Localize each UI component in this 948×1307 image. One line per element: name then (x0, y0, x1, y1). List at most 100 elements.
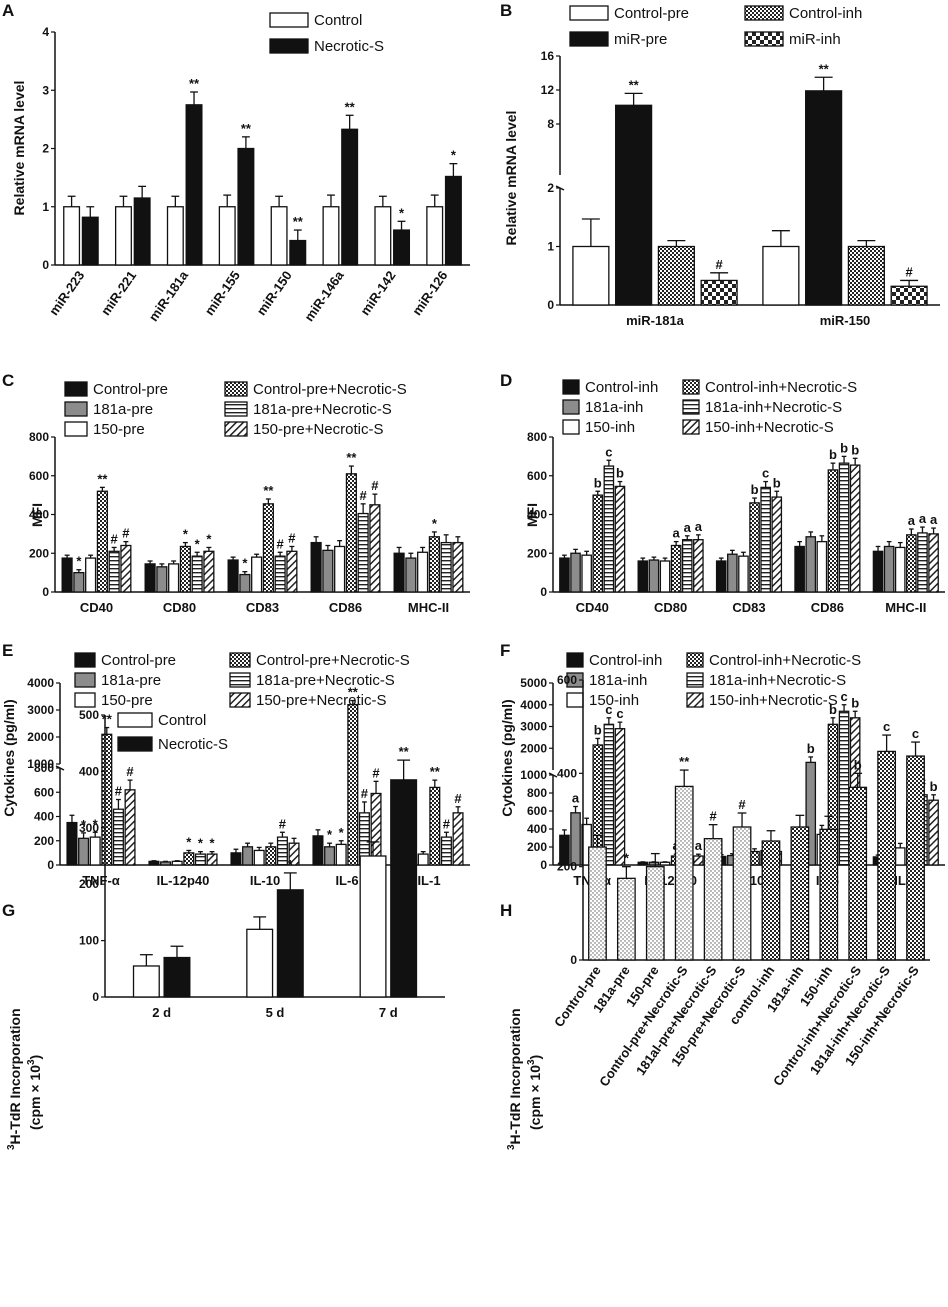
panel-c-category-label: MHC-II (408, 600, 449, 615)
panel-b-significance-mark: ** (629, 77, 640, 92)
panel-c-significance-mark: * (432, 516, 438, 531)
panel-f-bar (603, 723, 615, 866)
panel-c-bar (345, 473, 357, 593)
panel-g-significance-mark: * (288, 857, 294, 872)
panel-e-bar (194, 853, 206, 866)
panel-c-significance-mark: * (183, 527, 189, 542)
panel-c-bar (144, 563, 156, 593)
panel-c-legend-label: Control-pre+Necrotic-S (253, 381, 407, 398)
panel-b-legend-label: Control-pre (614, 5, 689, 22)
panel-f-legend-label: 150-inh+Necrotic-S (709, 692, 838, 709)
panel-a-category-label: miR-223 (46, 268, 87, 318)
panel-d-bar (614, 485, 626, 593)
panel-c-legend-label: 181a-pre+Necrotic-S (253, 401, 392, 418)
panel-h-bar (877, 750, 897, 961)
panel-e-significance-mark: # (126, 764, 134, 779)
panel-f-bar (614, 728, 626, 866)
panel-h-ytick-label: 600 (557, 673, 577, 687)
panel-g-ytick-label: 400 (79, 764, 99, 778)
panel-d-bar (883, 545, 895, 593)
panel-f-bar (928, 799, 939, 866)
panel-d-bar (648, 559, 660, 593)
panel-d-ytick-label: 200 (527, 546, 547, 560)
panel-c-legend-swatch (64, 421, 88, 437)
panel-c-legend-swatch (64, 381, 88, 397)
panel-c-bar (73, 571, 85, 593)
panel-d-bar (637, 560, 649, 593)
panel-e-bar (230, 852, 242, 866)
panel-h-ylabel-unit-end: ) (527, 1055, 543, 1060)
panel-b-bar (805, 90, 843, 306)
panel-e-legend-label: 150-pre+Necrotic-S (256, 692, 386, 709)
panel-b-ytick-label: 0 (547, 298, 554, 312)
panel-a-category-label: miR-126 (409, 268, 450, 318)
panel-b-ytick-label: 12 (541, 83, 555, 97)
panel-a-bar (289, 239, 307, 266)
panel-b-ytick-label: 2 (547, 181, 554, 195)
panel-a-category-label: miR-221 (98, 268, 139, 318)
panel-d-legend-swatch (682, 419, 700, 435)
panel-b-ytick-label: 16 (541, 49, 555, 63)
panel-e-ytick-label: 3000 (27, 703, 54, 717)
panel-b-legend-label: miR-pre (614, 31, 667, 48)
panel-e-ytick-label: 2000 (27, 730, 54, 744)
panel-h-significance-mark: # (710, 809, 718, 824)
panel-g-legend-label: Necrotic-S (158, 736, 228, 753)
panel-c-significance-mark: # (122, 526, 130, 541)
panel-b-significance-mark: ** (819, 61, 830, 76)
panel-c-bar (85, 557, 97, 593)
panel-g-ylabel-sup: 3 (6, 1144, 17, 1150)
panel-d-bar (603, 465, 615, 593)
panel-c-bar (369, 504, 381, 593)
panel-h-significance-mark: c (912, 726, 919, 741)
panel-c-bar (108, 550, 120, 593)
panel-b-bar (657, 245, 695, 306)
panel-a-ytick-label: 2 (42, 142, 49, 156)
panel-a-bar (426, 206, 444, 266)
panel-g-ylabel-unit-end: ) (27, 1055, 43, 1060)
panel-d-significance-mark: a (673, 526, 681, 541)
panel-b-legend-swatch (744, 31, 784, 47)
panel-e-ytick-label: 600 (34, 785, 54, 799)
panel-a-legend-swatch (269, 12, 309, 28)
panel-e-bar (101, 733, 113, 866)
panel-e-bar (347, 703, 359, 866)
panel-h-bar (819, 828, 839, 961)
panel-e-significance-mark: # (279, 816, 287, 831)
panel-d-bar (738, 555, 749, 593)
panel-e-legend-label: 150-pre (101, 692, 153, 709)
panel-f-significance-mark: b (594, 722, 602, 737)
panel-b-legend-swatch (744, 5, 784, 21)
panel-g-legend-swatch (117, 736, 153, 752)
panel-e-bar (242, 846, 254, 866)
panel-e-bar (324, 846, 336, 866)
panel-g-significance-mark: ** (399, 744, 410, 759)
panel-d-bar (816, 540, 828, 593)
panel-c-bar (393, 552, 405, 593)
panel-h-bar (761, 840, 781, 961)
panel-label-b: B (500, 1, 512, 20)
panel-c-category-label: CD40 (80, 600, 113, 615)
panel-e-significance-mark: # (361, 786, 369, 801)
panel-c-bar (286, 550, 298, 593)
panel-c-bar (239, 573, 251, 593)
panel-a-significance-mark: ** (241, 121, 252, 136)
panel-f-significance-mark: a (572, 791, 580, 806)
panel-c-bar (428, 536, 440, 593)
panel-c-significance-mark: # (111, 531, 119, 546)
panel-e-significance-mark: * (339, 825, 345, 840)
panel-d-bar (715, 560, 727, 593)
panel-h-bar (732, 826, 752, 961)
panel-c-category-label: CD86 (329, 600, 362, 615)
panel-e-bar (66, 821, 78, 866)
panel-a-bar (218, 206, 236, 266)
panel-a-bar (185, 104, 203, 266)
panel-b-category-label: miR-181a (626, 313, 685, 328)
panel-f-legend-label: 150-inh (589, 692, 639, 709)
panel-d-category-label: CD80 (654, 600, 687, 615)
panel-h-significance-mark: b (854, 757, 862, 772)
panel-c-significance-mark: # (277, 536, 285, 551)
panel-e-significance-mark: * (198, 836, 204, 851)
